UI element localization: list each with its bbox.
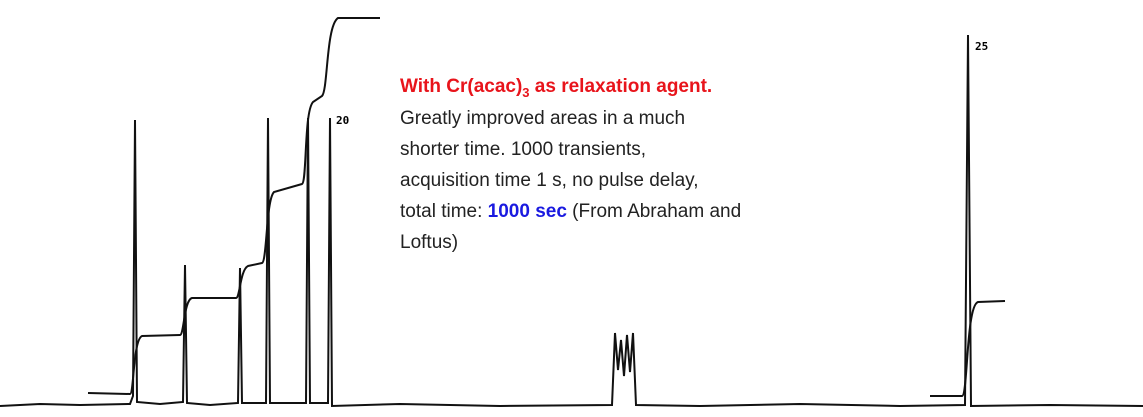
highlight-text: 1000 sec <box>488 201 568 222</box>
annotation-text: (From Abraham and <box>567 201 741 222</box>
integral-trace <box>930 300 1006 397</box>
integral-trace <box>87 17 380 396</box>
annotation-line: Greatly improved areas in a much <box>400 108 685 129</box>
title-subscript: 3 <box>522 85 529 100</box>
title-text: With Cr(acac) <box>400 76 522 97</box>
peak-label: 25 <box>975 40 988 53</box>
annotation-text: total time: <box>400 201 488 222</box>
peak-label: 20 <box>336 114 349 127</box>
annotation-line: Loftus) <box>400 232 458 253</box>
title-text: as relaxation agent. <box>530 76 713 97</box>
annotation-line: acquisition time 1 s, no pulse delay, <box>400 170 699 191</box>
annotation-title: With Cr(acac)3 as relaxation agent. <box>400 76 712 100</box>
spectrum-trace <box>0 34 1143 408</box>
annotation-line: total time: 1000 sec (From Abraham and <box>400 201 741 222</box>
annotation-line: shorter time. 1000 transients, <box>400 139 646 160</box>
